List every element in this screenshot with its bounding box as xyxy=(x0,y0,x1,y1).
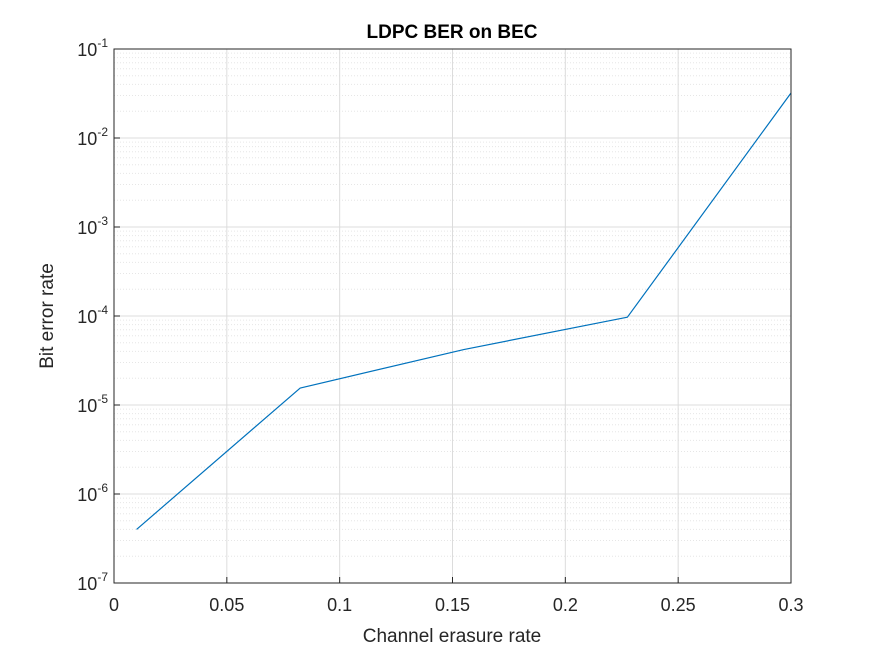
y-tick-label: 10-1 xyxy=(77,36,108,60)
x-tick-label: 0 xyxy=(109,595,119,615)
y-axis-label: Bit error rate xyxy=(37,263,58,369)
y-tick-label: 10-6 xyxy=(77,481,108,505)
series-layer xyxy=(136,92,792,530)
x-ticks: 0 0.05 0.1 0.15 0.2 0.25 0.3 xyxy=(109,577,804,615)
x-tick-label: 0.1 xyxy=(327,595,352,615)
x-axis-label: Channel erasure rate xyxy=(363,626,542,647)
y-tick-label: 10-4 xyxy=(77,303,108,327)
y-tick-label: 10-3 xyxy=(77,214,108,238)
x-tick-label: 0.05 xyxy=(209,595,244,615)
x-tick-label: 0.3 xyxy=(778,595,803,615)
y-tick-label: 10-5 xyxy=(77,392,108,416)
y-tick-label: 10-7 xyxy=(77,570,108,594)
major-grid xyxy=(114,49,791,583)
y-tick-label: 10-2 xyxy=(77,125,108,149)
series-line xyxy=(136,92,792,530)
x-tick-label: 0.2 xyxy=(553,595,578,615)
x-tick-label: 0.25 xyxy=(661,595,696,615)
y-ticks: 10-7 10-6 10-5 10-4 10-3 10-2 10-1 xyxy=(77,36,120,594)
chart-title: LDPC BER on BEC xyxy=(367,22,538,43)
x-tick-label: 0.15 xyxy=(435,595,470,615)
